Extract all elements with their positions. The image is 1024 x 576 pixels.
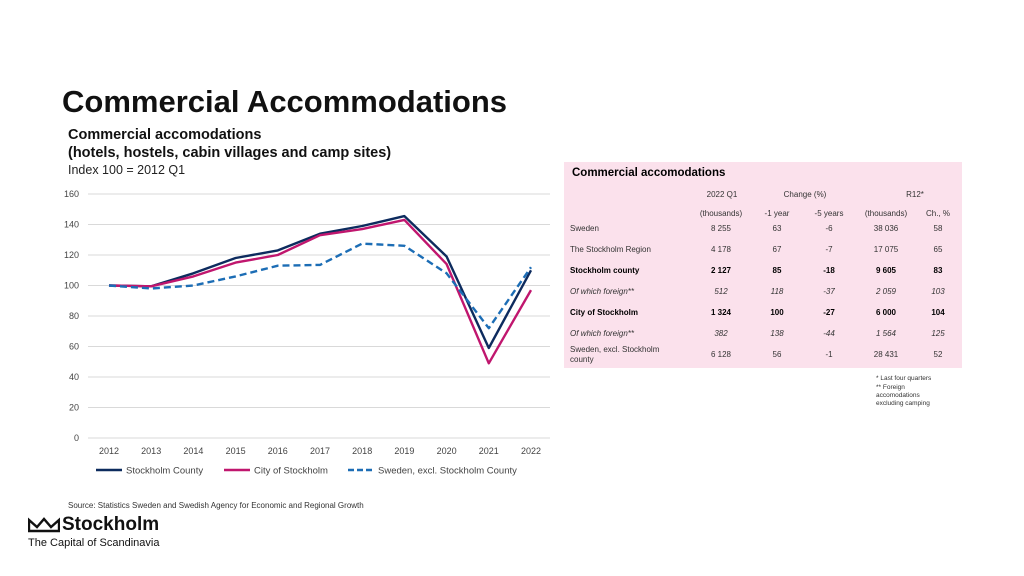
page-title: Commercial Accommodations: [62, 84, 508, 119]
table-row-label: City of Stockholm: [570, 308, 639, 317]
x-tick-label: 2018: [352, 446, 372, 456]
table-group-header: R12*: [906, 190, 924, 199]
series-line: [108, 242, 532, 330]
y-tick-label: 160: [64, 189, 79, 199]
table-footnote: ** Foreign accomodations excluding campi…: [876, 384, 930, 407]
y-tick-label: 140: [64, 220, 79, 230]
table-cell: -6: [825, 224, 833, 233]
table-group-header: Change (%): [783, 190, 827, 199]
x-tick-label: 2019: [394, 446, 414, 456]
table-cell: 56: [772, 350, 782, 359]
table-cell: 6 000: [875, 308, 897, 317]
chart-subtitle-line1: Commercial accomodations: [68, 127, 262, 143]
table-cell: 100: [770, 308, 784, 317]
legend-label: Sweden, excl. Stockholm County: [378, 466, 517, 477]
table-cell: 125: [931, 329, 945, 338]
table-sub-header: (thousands): [864, 209, 908, 218]
table-cell: 83: [933, 266, 943, 275]
table-row-label: Sweden, excl. Stockholm county: [570, 345, 660, 364]
chart-series: [108, 214, 533, 365]
x-tick-label: 2020: [437, 446, 457, 456]
x-tick-label: 2013: [141, 446, 161, 456]
table-cell: 1 564: [875, 329, 897, 338]
logo-tagline: The Capital of Scandinavia: [28, 537, 160, 549]
y-tick-label: 80: [69, 311, 79, 321]
table-cell: 4 178: [710, 245, 732, 254]
table-cell: 9 605: [875, 266, 897, 275]
table-sub-header: -1 year: [764, 209, 790, 218]
series-line: [108, 218, 533, 365]
table-cell: 17 075: [873, 245, 899, 254]
table-cell: 38 036: [873, 224, 899, 233]
x-tick-label: 2012: [99, 446, 119, 456]
x-tick-label: 2016: [268, 446, 288, 456]
table-cell: -27: [823, 308, 835, 317]
x-axis-ticks: 2012 2013 2014 2015 2016 2017 2018 2019 2020 2021…: [99, 446, 541, 456]
table-cell: 2 127: [710, 266, 732, 275]
table-row-label: Of which foreign**: [570, 287, 635, 296]
table-cell: 65: [933, 245, 943, 254]
x-tick-label: 2014: [183, 446, 203, 456]
source-note: Source: Statistics Sweden and Swedish Ag…: [68, 501, 364, 510]
table-sub-header: -5 years: [814, 209, 844, 218]
table-row-label: Of which foreign**: [570, 329, 635, 338]
table-group-header: 2022 Q1: [706, 190, 738, 199]
y-tick-label: 20: [69, 403, 79, 413]
logo-wordmark: Stockholm: [62, 514, 160, 535]
y-axis-ticks: 0 20 40 60 80 100 120 140 160: [64, 189, 79, 443]
y-tick-label: 0: [74, 433, 79, 443]
legend-label: Stockholm County: [126, 466, 203, 477]
table-cell: 512: [714, 287, 728, 296]
table-cell: 104: [931, 308, 945, 317]
table-cell: 118: [770, 287, 784, 296]
y-tick-label: 120: [64, 250, 79, 260]
table-cell: -1: [825, 350, 833, 359]
legend-label: City of Stockholm: [254, 466, 328, 477]
table-cell: -37: [823, 287, 835, 296]
table-cell: 67: [772, 245, 782, 254]
table-cell: 58: [933, 224, 943, 233]
table-row-label: The Stockholm Region: [570, 245, 651, 254]
crown-logo-icon: [28, 517, 60, 533]
table-cell: 28 431: [873, 350, 899, 359]
table-sub-header: Ch., %: [925, 209, 950, 218]
table-cell: 382: [714, 329, 728, 338]
table-sub-header: (thousands): [699, 209, 743, 218]
chart-legend: Stockholm County City of Stockholm Sweden,…: [96, 466, 517, 477]
stats-table-panel: [564, 162, 962, 368]
x-tick-label: 2015: [226, 446, 246, 456]
y-tick-label: 60: [69, 342, 79, 352]
table-cell: -18: [823, 266, 835, 275]
y-tick-label: 100: [64, 281, 79, 291]
table-cell: 8 255: [710, 224, 732, 233]
table-cell: 1 324: [710, 308, 732, 317]
table-cell: 52: [933, 350, 943, 359]
x-tick-label: 2017: [310, 446, 330, 456]
table-row-label: Stockholm county: [570, 266, 640, 275]
table-cell: 85: [772, 266, 782, 275]
chart-index-note: Index 100 = 2012 Q1: [68, 163, 186, 177]
chart-subtitle-line2: (hotels, hostels, cabin villages and cam…: [68, 145, 392, 161]
table-cell: 63: [772, 224, 782, 233]
table-cell: -44: [823, 329, 835, 338]
y-tick-label: 40: [69, 372, 79, 382]
table-row-label: Sweden: [570, 224, 599, 233]
series-line: [108, 214, 533, 350]
table-cell: 138: [770, 329, 784, 338]
x-tick-label: 2021: [479, 446, 499, 456]
x-tick-label: 2022: [521, 446, 541, 456]
table-cell: 2 059: [875, 287, 897, 296]
table-footnote: * Last four quarters: [876, 375, 932, 382]
table-cell: 103: [931, 287, 945, 296]
table-cell: -7: [825, 245, 833, 254]
table-cell: 6 128: [710, 350, 732, 359]
table-title: Commercial accomodations: [572, 167, 726, 179]
